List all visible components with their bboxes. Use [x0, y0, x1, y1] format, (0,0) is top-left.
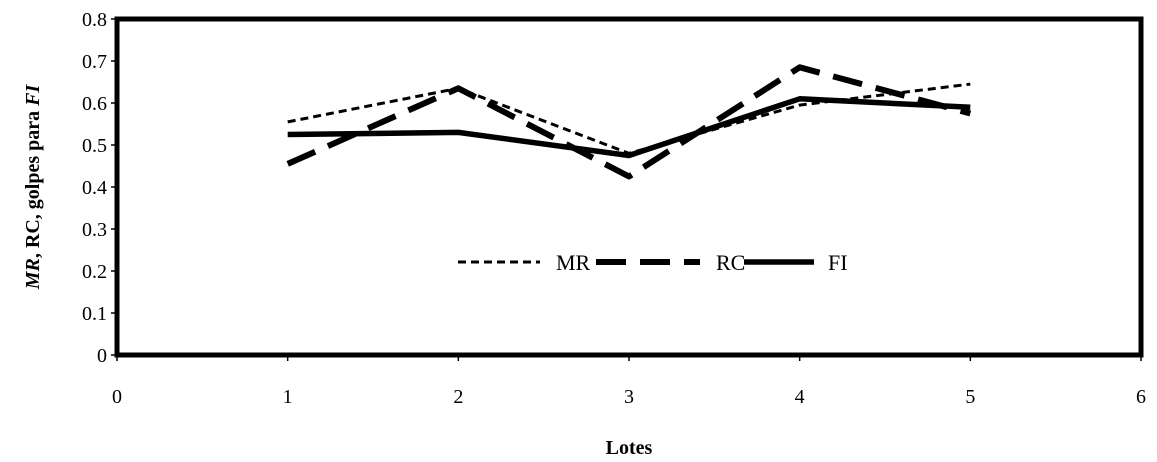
x-tick-label: 5 [965, 386, 975, 408]
x-axis: 0 1 2 3 4 5 6 [112, 355, 1146, 408]
series-line-rc [286, 64, 972, 180]
y-tick-label: 0.2 [82, 261, 107, 283]
legend-label-mr: MR [556, 250, 591, 275]
x-tick-label: 3 [624, 386, 634, 408]
plot-border [114, 16, 1144, 358]
x-tick-label: 4 [795, 386, 805, 408]
x-tick-label: 6 [1136, 386, 1146, 408]
plot-area [114, 16, 1144, 358]
y-tick-label: 0.4 [82, 177, 107, 199]
y-tick-label: 0.8 [82, 9, 107, 31]
y-axis: 0 0.1 0.2 0.3 0.4 0.5 0.6 0.7 0.8 [82, 9, 117, 367]
y-tick-label: 0.7 [82, 51, 107, 73]
legend-label-rc: RC [716, 250, 745, 275]
y-tick-label: 0.5 [82, 135, 107, 157]
y-tick-label: 0.3 [82, 219, 107, 241]
y-tick-label: 0.1 [82, 303, 107, 325]
x-tick-label: 1 [283, 386, 293, 408]
legend-label-fi: FI [828, 250, 848, 275]
y-tick-label: 0.6 [82, 93, 107, 115]
y-axis-title: MR, RC, golpes para FI [22, 84, 44, 291]
series-layer [286, 64, 972, 180]
y-axis-title-part: MR [22, 258, 44, 290]
x-axis-title: Lotes [606, 437, 653, 459]
x-tick-label: 2 [453, 386, 463, 408]
y-axis-title-part: , RC, golpes para [22, 106, 44, 258]
series-line-fi [287, 96, 971, 159]
legend: MR RC FI [458, 250, 848, 275]
y-axis-title-part: FI [22, 84, 44, 107]
x-tick-label: 0 [112, 386, 122, 408]
y-tick-label: 0 [97, 345, 107, 367]
